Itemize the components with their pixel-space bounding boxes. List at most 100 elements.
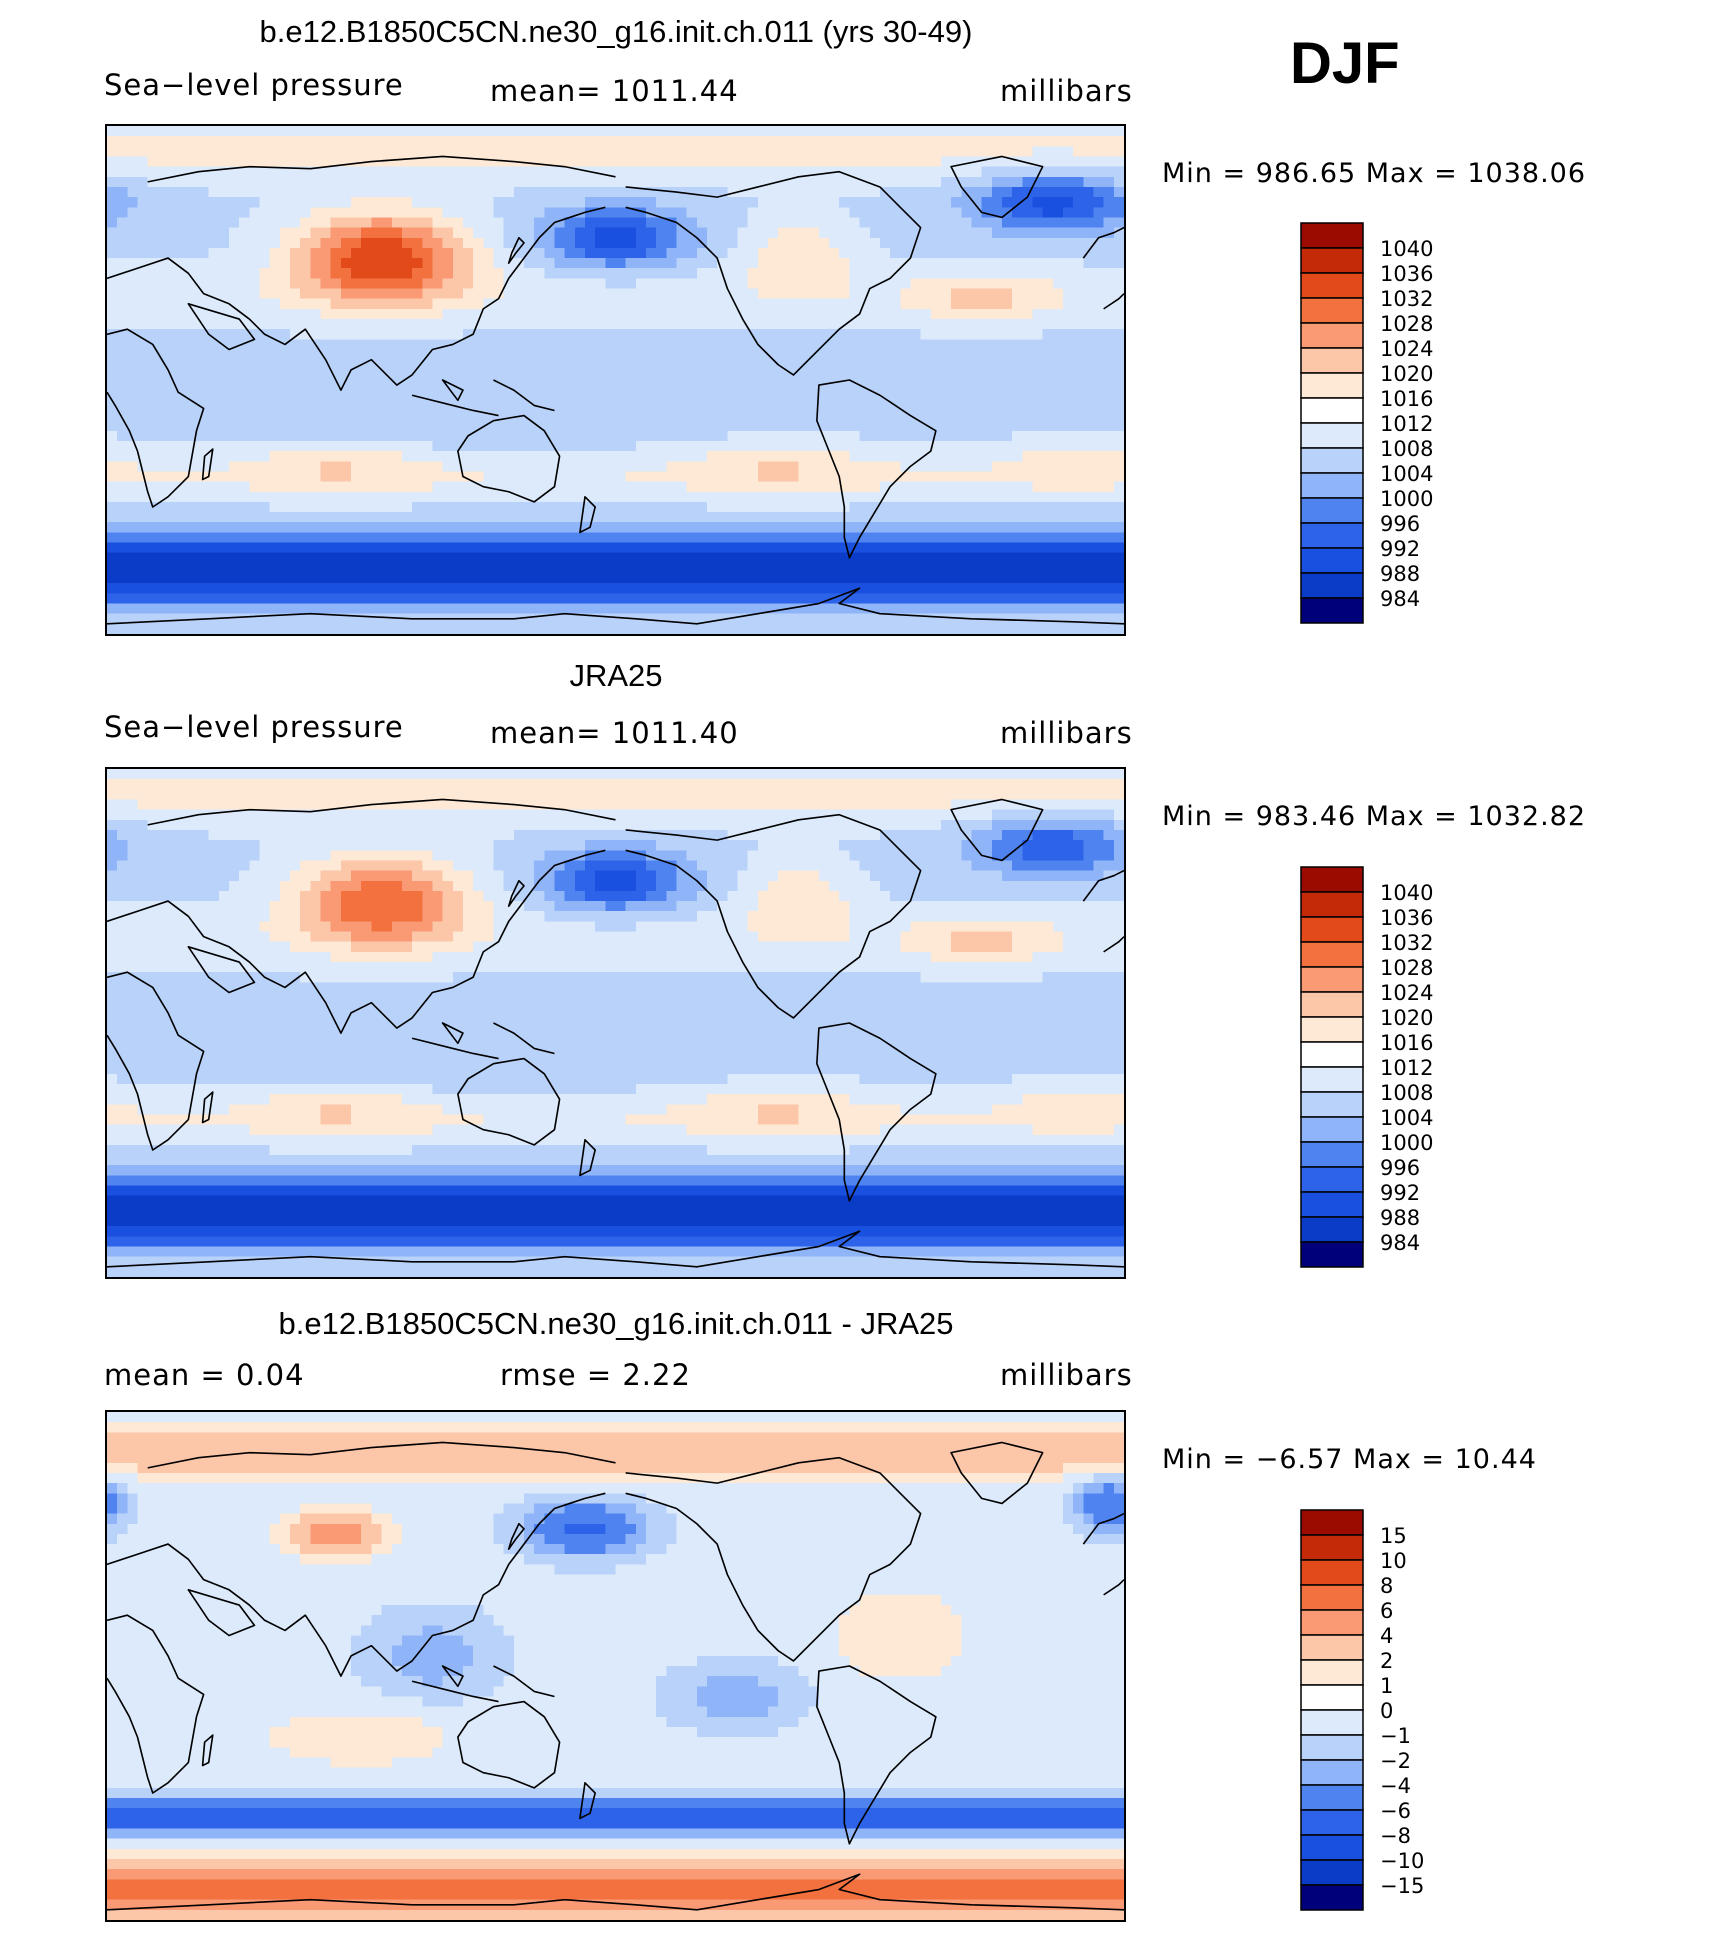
panel-1-center-label: mean= 1011.44 [490, 74, 739, 108]
colorbar-tick-label: −15 [1380, 1874, 1424, 1898]
panel-2-title: JRA25 [569, 658, 663, 693]
panel-3-minmax: Min = −6.57 Max = 10.44 [1162, 1444, 1537, 1475]
colorbar-tick-label: 984 [1380, 1231, 1420, 1255]
colorbar-swatch [1300, 891, 1364, 918]
field-cells [107, 1412, 1124, 1920]
panel-2-left-label: Sea−level pressure [104, 710, 404, 744]
colorbar-tick-label: 1020 [1380, 362, 1433, 386]
colorbar-tick-label: 6 [1380, 1599, 1393, 1623]
colorbar-tick-label: 10 [1380, 1549, 1407, 1573]
colorbar-tick-label: 992 [1380, 1181, 1420, 1205]
colorbar-tick-label: 996 [1380, 1156, 1420, 1180]
panel-3-center-label: rmse = 2.22 [500, 1358, 691, 1392]
panel-1-minmax: Min = 986.65 Max = 1038.06 [1162, 158, 1587, 189]
colorbar-swatch [1300, 1784, 1364, 1811]
colorbar-swatch [1300, 1884, 1364, 1911]
colorbar-tick-label: 15 [1380, 1524, 1407, 1548]
colorbar-swatch [1300, 272, 1364, 299]
colorbar-swatch [1300, 447, 1364, 474]
colorbar-tick-label: 988 [1380, 562, 1420, 586]
field-cells [107, 769, 1124, 1277]
colorbar-swatch [1300, 1609, 1364, 1636]
colorbar-swatch [1300, 1066, 1364, 1093]
colorbar-tick-label: 996 [1380, 512, 1420, 536]
panel-2-colorbar: 1040 1036 1032 1028 1024 1020 1016 1012 1008 1004… [1300, 866, 1460, 1271]
panel-1-map [105, 124, 1126, 636]
colorbar-tick-label: 2 [1380, 1649, 1393, 1673]
colorbar-swatch [1300, 1684, 1364, 1711]
panel-3-right-label: millibars [1000, 1358, 1133, 1392]
panel-1-contour-plot [107, 126, 1124, 634]
colorbar-swatch [1300, 1559, 1364, 1586]
colorbar-tick-label: 1000 [1380, 1131, 1433, 1155]
colorbar-tick-label: 1016 [1380, 387, 1433, 411]
colorbar-tick-label: −10 [1380, 1849, 1424, 1873]
colorbar-tick-label: 1008 [1380, 437, 1433, 461]
panel-1-left-label: Sea−level pressure [104, 68, 404, 102]
colorbar-swatch [1300, 347, 1364, 374]
colorbar-swatch [1300, 941, 1364, 968]
panel-2-center-label: mean= 1011.40 [490, 716, 739, 750]
colorbar-tick-label: 1036 [1380, 906, 1433, 930]
colorbar-tick-label: 992 [1380, 537, 1420, 561]
panel-1-colorbar: 1040 1036 1032 1028 1024 1020 1016 1012 1008 1004… [1300, 222, 1460, 627]
colorbar-swatch [1300, 572, 1364, 599]
panel-2-map [105, 767, 1126, 1279]
colorbar-swatch [1300, 322, 1364, 349]
colorbar-swatch [1300, 1141, 1364, 1168]
colorbar-swatch [1300, 547, 1364, 574]
panel-2-contour-plot [107, 769, 1124, 1277]
colorbar-tick-label: 4 [1380, 1624, 1393, 1648]
colorbar-tick-label: −6 [1380, 1799, 1411, 1823]
colorbar-swatch [1300, 222, 1364, 249]
colorbar-swatch [1300, 1584, 1364, 1611]
colorbar-tick-label: 8 [1380, 1574, 1393, 1598]
coastlines [107, 1441, 1124, 1911]
colorbar-tick-label: 1016 [1380, 1031, 1433, 1055]
season-label: DJF [1290, 31, 1400, 96]
colorbar-tick-label: 1000 [1380, 487, 1433, 511]
colorbar-swatch [1300, 1091, 1364, 1118]
colorbar-swatch [1300, 1016, 1364, 1043]
colorbar-swatch [1300, 522, 1364, 549]
colorbar-tick-label: 1040 [1380, 881, 1433, 905]
colorbar-swatch [1300, 1834, 1364, 1861]
colorbar-swatch [1300, 247, 1364, 274]
colorbar-tick-label: −2 [1380, 1749, 1411, 1773]
panel-3-colorbar: 15 10 8 6 4 2 1 0 −1 −2 −4 −6 −8 −10 −15 [1300, 1509, 1460, 1914]
panel-3-left-label: mean = 0.04 [104, 1358, 305, 1392]
panel-3-title: b.e12.B1850C5CN.ne30_g16.init.ch.011 - J… [278, 1306, 954, 1341]
colorbar-tick-label: 1012 [1380, 412, 1433, 436]
colorbar-swatch [1300, 1509, 1364, 1536]
panel-1-title: b.e12.B1850C5CN.ne30_g16.init.ch.011 (yr… [259, 14, 973, 49]
panel-1-right-label: millibars [1000, 74, 1133, 108]
coastlines [107, 798, 1124, 1268]
colorbar-swatch [1300, 372, 1364, 399]
colorbar-swatch [1300, 397, 1364, 424]
colorbar-tick-label: 1040 [1380, 237, 1433, 261]
colorbar-swatch [1300, 916, 1364, 943]
colorbar-tick-label: 988 [1380, 1206, 1420, 1230]
colorbar-tick-label: −4 [1380, 1774, 1411, 1798]
colorbar-tick-label: 1028 [1380, 956, 1433, 980]
colorbar-swatch [1300, 866, 1364, 893]
coastlines [107, 155, 1124, 625]
colorbar-tick-label: 1008 [1380, 1081, 1433, 1105]
colorbar-swatch [1300, 1166, 1364, 1193]
colorbar-tick-label: −1 [1380, 1724, 1411, 1748]
colorbar-swatch [1300, 597, 1364, 624]
colorbar-swatch [1300, 1534, 1364, 1561]
field-cells [107, 126, 1124, 634]
colorbar-tick-label: 1032 [1380, 287, 1433, 311]
colorbar-swatch [1300, 297, 1364, 324]
colorbar-tick-label: 1032 [1380, 931, 1433, 955]
colorbar-tick-label: 1012 [1380, 1056, 1433, 1080]
colorbar-tick-label: 1024 [1380, 981, 1433, 1005]
colorbar-tick-label: 1024 [1380, 337, 1433, 361]
panel-2-right-label: millibars [1000, 716, 1133, 750]
panel-3-map [105, 1410, 1126, 1922]
colorbar-tick-label: 1028 [1380, 312, 1433, 336]
colorbar-swatch [1300, 1734, 1364, 1761]
colorbar-swatch [1300, 1191, 1364, 1218]
colorbar-swatch [1300, 966, 1364, 993]
